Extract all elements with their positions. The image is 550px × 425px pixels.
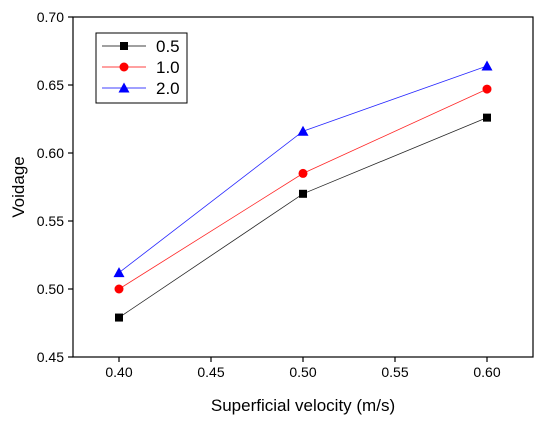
legend-item: 0.5 [102,37,180,56]
data-point [297,125,309,136]
y-tick-label: 0.60 [37,145,64,161]
y-tick-label: 0.50 [37,281,64,297]
x-axis-label: Superficial velocity (m/s) [211,396,395,415]
legend-marker [119,62,129,72]
series-1.0 [114,84,492,294]
y-tick-label: 0.45 [37,349,64,365]
series-2.0 [113,60,493,278]
legend-box [95,32,188,104]
legend-item: 2.0 [102,79,180,98]
y-axis-label: Voidage [9,156,28,217]
x-axis-ticks: 0.40 0.45 0.50 0.55 0.60 [105,357,501,380]
data-point [115,313,123,322]
x-tick-label: 0.45 [197,364,224,380]
y-tick-label: 0.65 [37,77,64,93]
legend-label: 2.0 [156,79,180,98]
data-point [298,168,308,178]
x-tick-label: 0.55 [381,364,408,380]
data-point [113,267,125,278]
x-tick-label: 0.60 [473,364,500,380]
legend-item: 1.0 [102,58,180,77]
y-tick-label: 0.55 [37,213,64,229]
x-tick-label: 0.40 [105,364,132,380]
y-tick-label: 0.70 [37,9,64,25]
data-point [481,60,493,71]
legend-marker [118,82,130,93]
series-layer [113,60,493,322]
legend: 0.5 1.0 2.0 [95,32,188,104]
x-tick-label: 0.50 [289,364,316,380]
legend-marker [120,42,128,50]
data-point [482,84,492,94]
data-point [299,189,307,198]
series-0.5 [115,113,491,322]
data-point [114,284,124,294]
y-axis-ticks: 0.45 0.50 0.55 0.60 0.65 0.70 [37,9,73,365]
legend-label: 0.5 [156,37,180,56]
data-point [483,113,491,122]
legend-label: 1.0 [156,58,180,77]
